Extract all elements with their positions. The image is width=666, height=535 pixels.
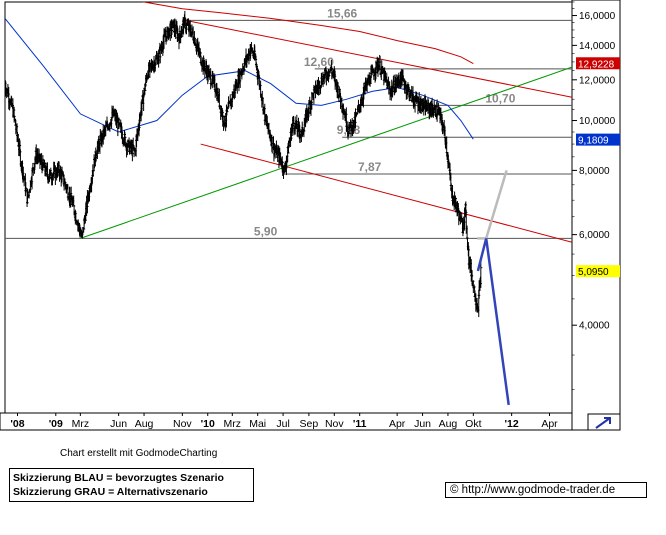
moving-average-line	[5, 18, 474, 140]
y-tick-label: 16,0000	[579, 11, 616, 22]
x-tick-label: Apr	[541, 418, 558, 430]
price-tag	[576, 57, 620, 70]
price-chart: 15,6612,6010,709,287,875,9016,000014,000…	[0, 0, 621, 431]
level-label: 7,87	[358, 160, 382, 174]
y-axis-panel	[571, 0, 621, 431]
x-tick-label: Sep	[300, 418, 319, 430]
x-tick-label: Mai	[249, 418, 266, 430]
price-tag-label: 9,1809	[578, 136, 609, 147]
x-tick-label: Jun	[414, 418, 431, 430]
y-tick-label: 10,0000	[579, 116, 616, 127]
level-label: 12,60	[304, 55, 334, 69]
x-tick-label: Okt	[465, 418, 481, 430]
x-tick-label: Nov	[325, 418, 344, 430]
price-tag	[576, 265, 620, 278]
plot-frame	[4, 1, 573, 414]
x-tick-label: '09	[49, 418, 63, 430]
scenario-blue-path	[476, 238, 510, 406]
x-tick-label: '10	[201, 418, 215, 430]
legend-blue-scenario: Skizzierung BLAU = bevorzugtes Szenario	[13, 472, 224, 484]
y-tick-label: 14,0000	[579, 41, 616, 52]
x-tick-label: Mrz	[224, 418, 242, 430]
moving-average-line	[142, 2, 474, 65]
y-tick-label: 12,0000	[579, 75, 616, 86]
y-tick-label: 6,0000	[579, 230, 610, 241]
price-tag	[576, 133, 620, 146]
x-tick-label: Nov	[173, 418, 192, 430]
trendline	[80, 66, 572, 239]
x-tick-label: Aug	[439, 418, 458, 430]
x-axis-panel	[0, 412, 573, 431]
level-label: 5,90	[254, 224, 278, 238]
level-label: 15,66	[327, 6, 357, 20]
price-tag-label: 5,0950	[578, 267, 609, 278]
x-tick-label: '08	[10, 418, 24, 430]
x-tick-label: '11	[353, 418, 367, 430]
x-tick-label: Apr	[389, 418, 406, 430]
scenario-legend: Skizzierung BLAU = bevorzugtes Szenario …	[9, 468, 254, 502]
source-url: © http://www.godmode-trader.de	[445, 482, 647, 498]
x-tick-label: '12	[505, 418, 519, 430]
x-tick-label: Aug	[135, 418, 154, 430]
x-tick-label: Mrz	[72, 418, 90, 430]
chart-credit: Chart erstellt mit GodmodeCharting	[60, 448, 218, 459]
price-tag-label: 12,9228	[578, 59, 615, 70]
trendline	[200, 143, 572, 243]
x-tick-label: Jun	[110, 418, 127, 430]
x-tick-label: Jul	[276, 418, 289, 430]
y-tick-label: 4,0000	[579, 321, 610, 332]
legend-grey-scenario: Skizzierung GRAU = Alternativszenario	[13, 486, 208, 498]
nav-arrow-icon	[595, 417, 611, 429]
level-label: 10,70	[485, 91, 515, 105]
y-tick-label: 8,0000	[579, 166, 610, 177]
